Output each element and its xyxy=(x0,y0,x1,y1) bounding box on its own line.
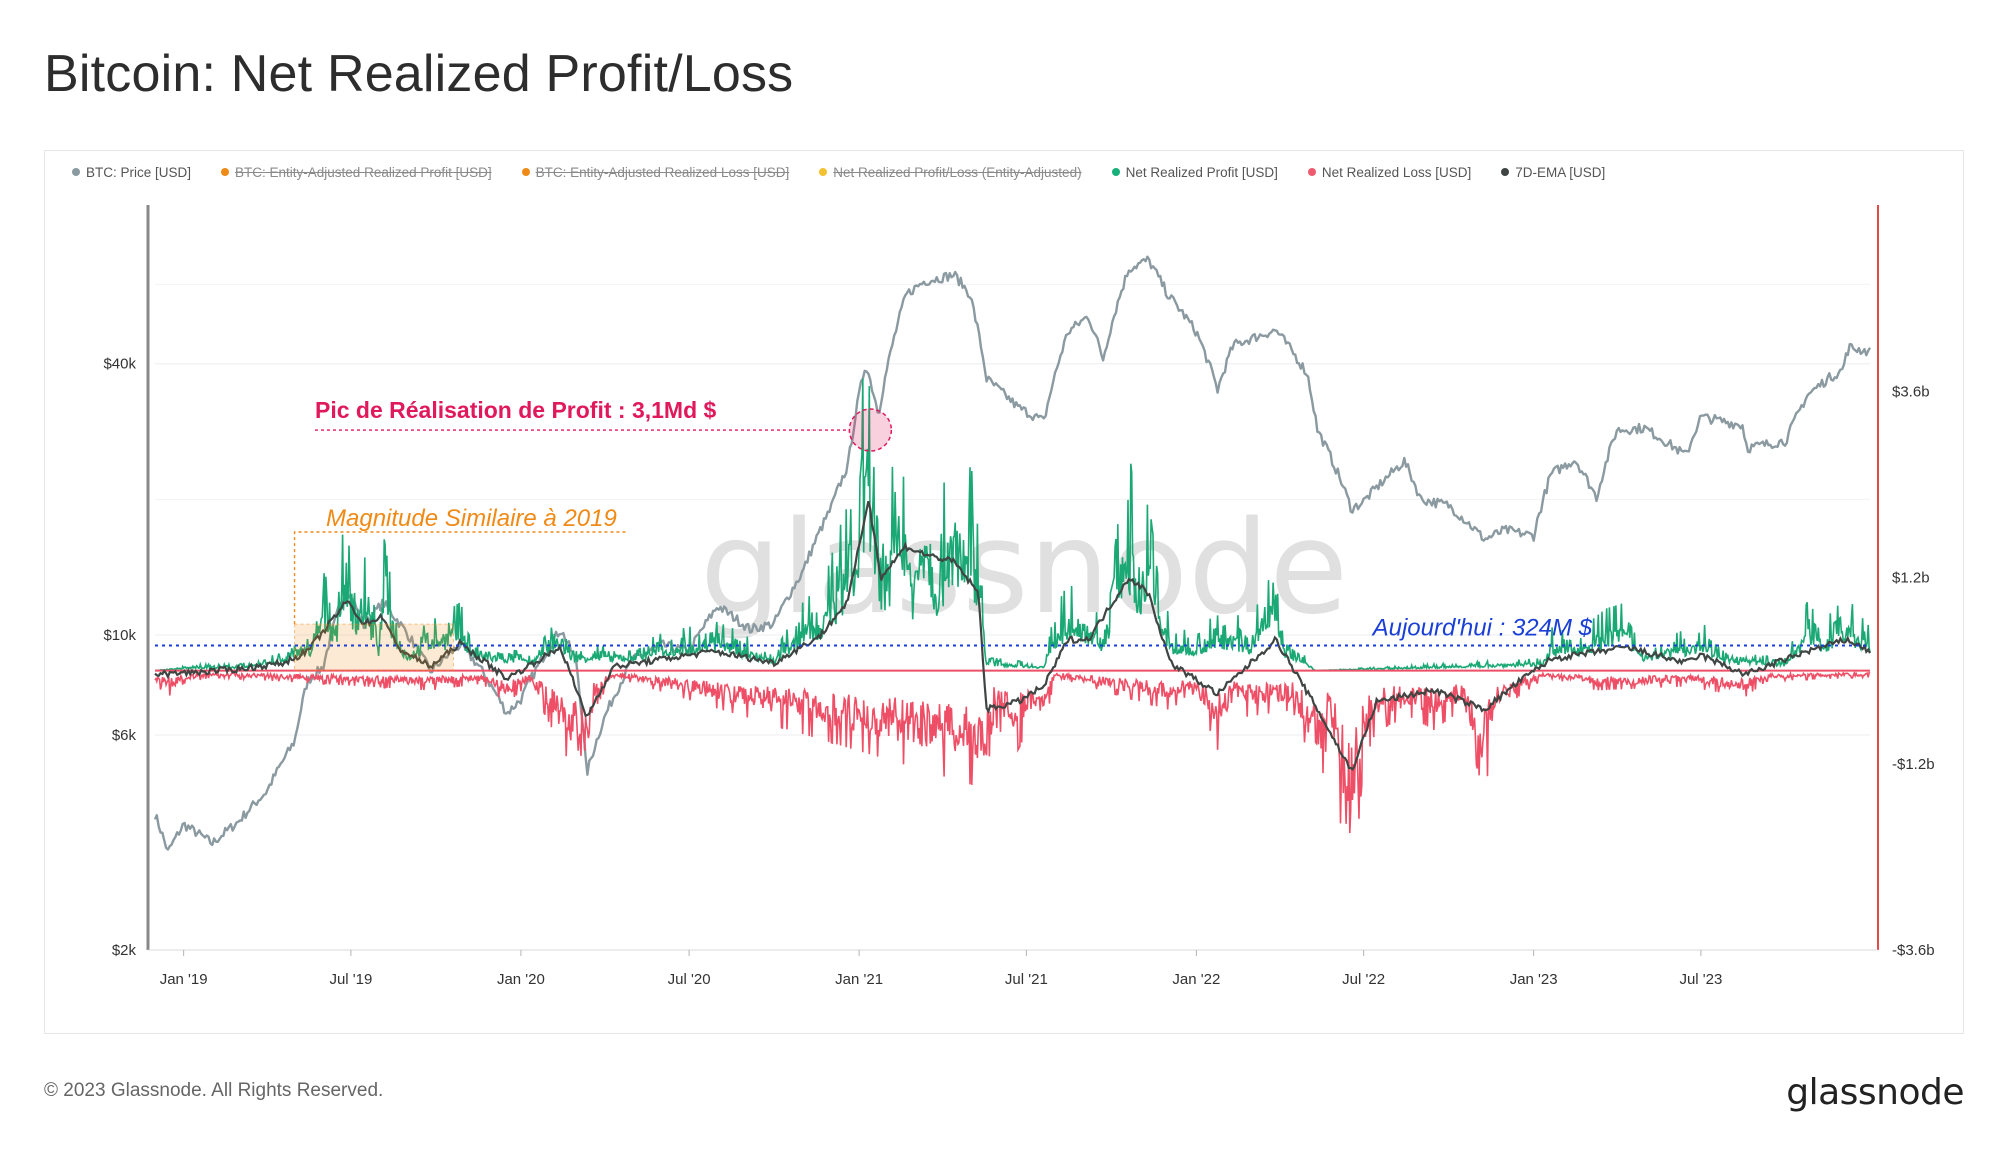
y-right-tick-label: $3.6b xyxy=(1892,383,1930,400)
x-tick-label: Jul '22 xyxy=(1342,971,1385,988)
series-line-net-realized-profit xyxy=(155,378,1871,672)
series-line-btc-price xyxy=(153,255,1872,851)
annotation-profit-peak: Pic de Réalisation de Profit : 3,1Md $ xyxy=(315,397,717,423)
y-right-tick-label: $1.2b xyxy=(1892,570,1930,587)
y-left-tick-label: $10k xyxy=(103,627,136,644)
legend-dot-icon xyxy=(72,168,80,176)
legend-label: BTC: Entity-Adjusted Realized Profit [US… xyxy=(235,164,492,180)
legend-item[interactable]: BTC: Price [USD] xyxy=(72,165,191,180)
watermark: glassnode xyxy=(700,494,1348,643)
legend-dot-icon xyxy=(521,168,530,176)
page-title: Bitcoin: Net Realized Profit/Loss xyxy=(44,45,794,103)
y-left-tick-label: $6k xyxy=(112,727,137,744)
glassnode-logo: glassnode xyxy=(1786,1072,1964,1113)
footer-copyright: © 2023 Glassnode. All Rights Reserved. xyxy=(44,1080,384,1101)
legend-item[interactable]: Net Realized Profit [USD] xyxy=(1111,164,1278,180)
legend-dot-icon xyxy=(221,168,230,176)
legend-item[interactable]: Net Realized Profit/Loss (Entity-Adjuste… xyxy=(819,164,1082,180)
legend-label: Net Realized Profit [USD] xyxy=(1125,164,1278,180)
x-tick-label: Jan '22 xyxy=(1172,971,1220,988)
y-right-tick-label: -$1.2b xyxy=(1892,756,1935,773)
x-tick-label: Jan '21 xyxy=(835,971,883,988)
y-left-tick-label: $2k xyxy=(112,942,137,959)
x-tick-label: Jan '20 xyxy=(497,971,545,988)
legend-item[interactable]: BTC: Entity-Adjusted Realized Profit [US… xyxy=(221,165,492,180)
y-right-tick-label: -$3.6b xyxy=(1892,942,1935,959)
legend-label: BTC: Price [USD] xyxy=(86,164,192,180)
y-left-tick-label: $40k xyxy=(103,356,136,373)
x-tick-label: Jul '21 xyxy=(1005,971,1048,988)
legend-item[interactable]: Net Realized Loss [USD] xyxy=(1307,164,1472,180)
series-line-net-realized-loss xyxy=(154,669,1871,834)
legend-item[interactable]: 7D-EMA [USD] xyxy=(1501,165,1605,180)
x-tick-label: Jan '23 xyxy=(1510,971,1558,988)
legend-label: BTC: Entity-Adjusted Realized Loss [USD] xyxy=(535,164,790,180)
annotation-leader-orange xyxy=(293,531,628,625)
legend-dot-icon xyxy=(1501,168,1510,176)
x-tick-label: Jan '19 xyxy=(160,971,208,988)
x-tick-label: Jul '23 xyxy=(1679,971,1722,988)
series-line-7d-ema xyxy=(154,500,1871,771)
chart-legend: BTC: Price [USD] BTC: Entity-Adjusted Rea… xyxy=(72,162,1635,182)
legend-dot-icon xyxy=(1307,168,1316,176)
annotation-magnitude-2019: Magnitude Similaire à 2019 xyxy=(326,505,617,532)
x-tick-label: Jul '20 xyxy=(668,971,711,988)
legend-dot-icon xyxy=(819,168,828,176)
legend-label: Net Realized Loss [USD] xyxy=(1321,164,1472,180)
legend-item[interactable]: BTC: Entity-Adjusted Realized Loss [USD] xyxy=(521,164,790,180)
chart-frame xyxy=(44,150,1964,1034)
annotation-today: Aujourd'hui : 324M $ xyxy=(1371,614,1593,641)
x-tick-label: Jul '19 xyxy=(329,971,372,988)
highlight-2019-range xyxy=(294,623,454,672)
legend-label: Net Realized Profit/Loss (Entity-Adjuste… xyxy=(833,164,1082,180)
legend-label: 7D-EMA [USD] xyxy=(1515,164,1606,180)
highlight-profit-peak xyxy=(848,408,893,452)
legend-dot-icon xyxy=(1111,168,1120,176)
